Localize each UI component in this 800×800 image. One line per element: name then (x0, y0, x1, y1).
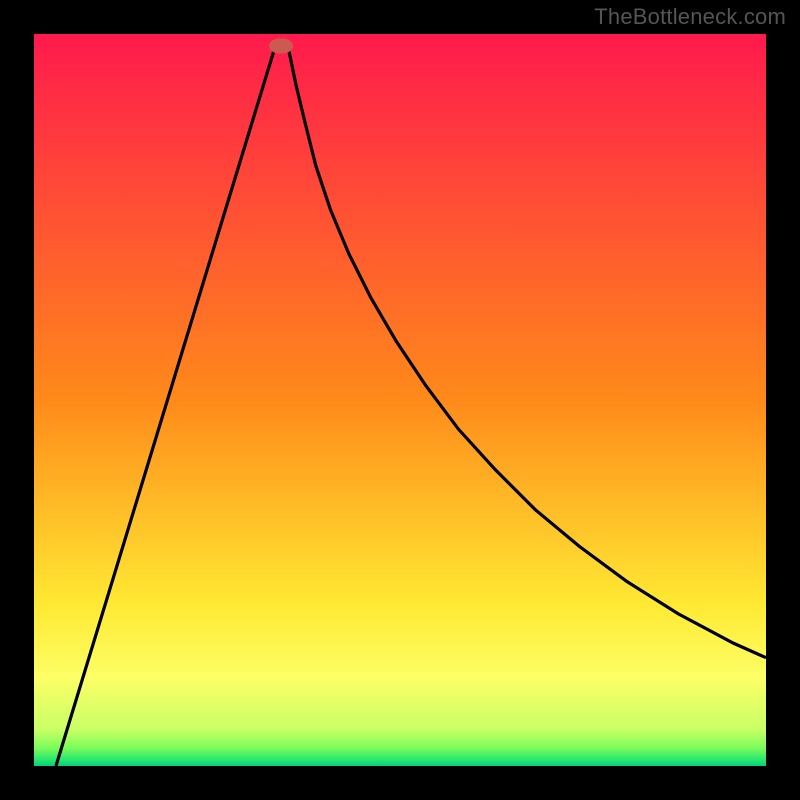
watermark-text: TheBottleneck.com (594, 4, 786, 30)
chart-plot-area (34, 34, 766, 766)
optimum-marker (269, 39, 293, 54)
bottleneck-curve (34, 34, 766, 766)
